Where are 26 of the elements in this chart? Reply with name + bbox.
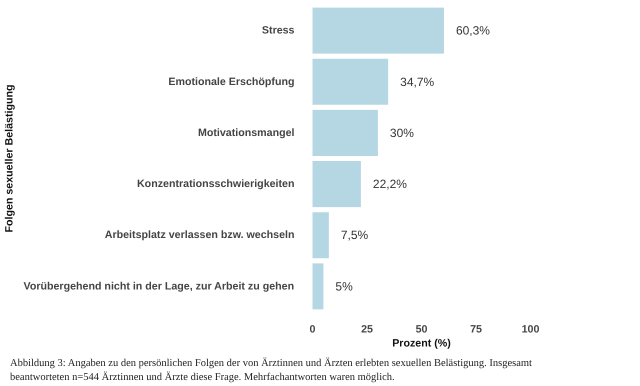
bar	[312, 110, 378, 156]
y-tick-label: Vorübergehend nicht in der Lage, zur Arbeit zu gehen	[24, 280, 294, 292]
y-tick-label: Emotionale Erschöpfung	[168, 76, 295, 88]
bar	[312, 263, 324, 310]
x-tick-label: 100	[522, 324, 540, 336]
y-tick-label: Arbeitsplatz verlassen bzw. wechseln	[104, 229, 295, 242]
x-axis-title: Prozent (%)	[392, 338, 452, 350]
bar	[312, 58, 388, 105]
x-tick-label: 75	[470, 324, 482, 336]
bar	[312, 161, 361, 208]
data-label: 5%	[335, 279, 354, 294]
y-axis-title: Folgen sexueller Belästigung	[4, 84, 16, 233]
x-tick-label: 50	[416, 324, 428, 336]
y-tick-label: Motivationsmangel	[198, 126, 295, 139]
bar	[312, 212, 329, 258]
data-label: 60,3%	[456, 24, 490, 38]
x-tick-label: 0	[310, 324, 316, 336]
bar	[312, 8, 444, 54]
data-label: 7,5%	[340, 228, 369, 242]
text: Abbildung 3: Angaben zu den persönlichen Folgen der von Ärztinnen und Ärzten erlebten sexuellen Belästigung. Insgesamt beantworteten n=544 Ärztinnen und Ärzte diese Frage. Mehrfachantworten waren möglich.	[10, 357, 533, 386]
data-label: 30%	[390, 126, 414, 140]
data-label: 22,2%	[372, 177, 408, 192]
data-label: 34,7%	[400, 74, 434, 89]
x-tick-label: 25	[361, 324, 373, 336]
y-tick-label: Konzentrationsschwierigkeiten	[136, 178, 295, 190]
y-tick-label: Stress	[262, 24, 295, 37]
